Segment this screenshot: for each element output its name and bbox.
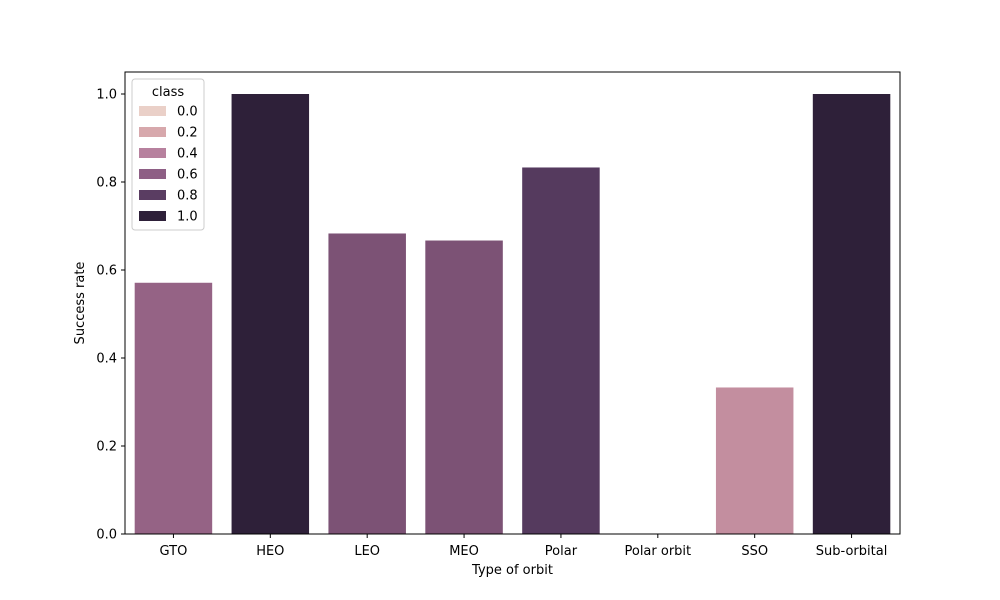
legend-label: 0.0 — [177, 105, 198, 120]
bar-gto — [134, 282, 213, 534]
legend-label: 0.8 — [177, 189, 198, 204]
legend-swatch — [139, 169, 166, 179]
bar-sub-orbital — [812, 94, 891, 534]
legend-title: class — [152, 85, 184, 100]
legend-label: 0.6 — [177, 168, 198, 183]
legend-label: 0.2 — [177, 126, 198, 141]
legend-swatch — [139, 127, 166, 137]
x-axis: GTO HEO LEO MEO Polar Polar orbit SSO Sub-orbit… — [160, 534, 888, 559]
bar-heo — [231, 94, 310, 534]
y-tick-label: 0.2 — [96, 440, 117, 455]
plot-frame — [124, 71, 901, 535]
x-tick-label: Polar orbit — [624, 544, 691, 559]
legend-label: 1.0 — [177, 210, 198, 225]
y-axis: 0.0 0.2 0.4 0.6 0.8 1.0 — [96, 88, 125, 543]
legend-swatch — [139, 148, 166, 158]
bar-meo — [425, 240, 503, 534]
x-tick-label: HEO — [256, 544, 284, 559]
bars-group — [134, 94, 891, 535]
x-tick-label: Polar — [545, 544, 578, 559]
y-tick-label: 0.4 — [96, 352, 117, 367]
y-axis-label: Success rate — [73, 262, 88, 345]
bar-sso — [715, 387, 794, 534]
bar-polar — [522, 167, 600, 535]
x-tick-label: MEO — [449, 544, 479, 559]
legend-label: 0.4 — [177, 147, 198, 162]
y-tick-label: 0.8 — [96, 176, 117, 191]
legend-swatch — [139, 190, 166, 200]
legend-swatch — [139, 106, 166, 116]
y-tick-label: 0.6 — [96, 264, 117, 279]
legend-swatch — [139, 211, 166, 221]
legend: class 0.0 0.2 0.4 0.6 0.8 1.0 — [131, 78, 205, 231]
bar-leo — [328, 233, 406, 535]
x-tick-label: Sub-orbital — [816, 544, 888, 559]
x-tick-label: GTO — [160, 544, 188, 559]
x-axis-label: Type of orbit — [471, 563, 553, 578]
y-tick-label: 0.0 — [96, 528, 117, 543]
x-tick-label: LEO — [354, 544, 380, 559]
x-tick-label: SSO — [741, 544, 768, 559]
y-tick-label: 1.0 — [96, 88, 117, 103]
